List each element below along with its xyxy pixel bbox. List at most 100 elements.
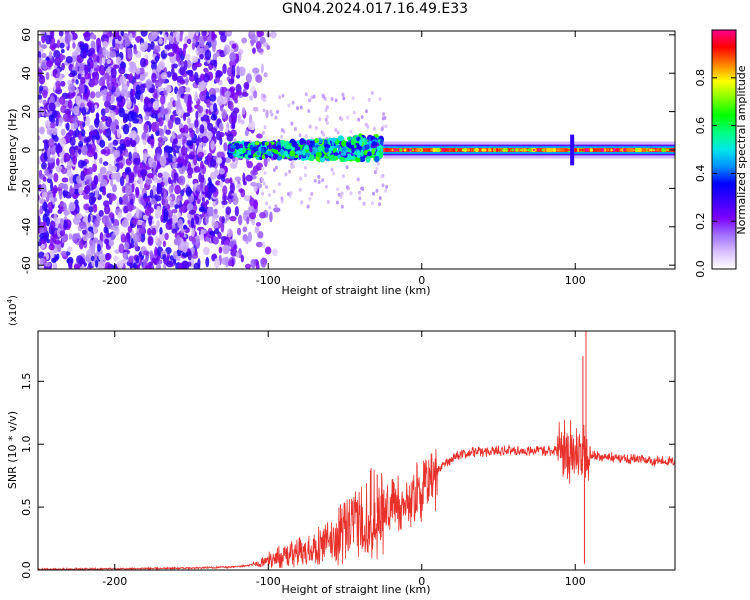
noise-blob	[252, 106, 259, 112]
noise-blob	[225, 31, 233, 35]
noise-blob	[244, 129, 249, 137]
noise-blob	[126, 98, 132, 109]
colorbar-ticks: 0.0 0.2 0.4 0.6 0.8	[694, 69, 736, 278]
noise-blob	[55, 80, 61, 91]
transition-blob	[272, 149, 279, 154]
noise-blob	[250, 181, 257, 187]
noise-blob	[48, 102, 56, 112]
noise-blob	[38, 178, 42, 185]
noise-blob	[160, 104, 165, 116]
noise-blob	[48, 138, 55, 148]
tone-speck	[408, 148, 412, 152]
noise-blob	[257, 31, 265, 37]
noise-blob	[156, 183, 163, 195]
noise-blob	[178, 86, 184, 95]
faint-blob	[310, 191, 314, 196]
noise-blob	[79, 221, 87, 230]
noise-blob	[149, 189, 154, 199]
noise-blob	[119, 143, 126, 151]
noise-blob	[153, 121, 160, 132]
noise-blob	[228, 78, 235, 85]
noise-blob	[118, 162, 124, 170]
noise-blob	[68, 129, 74, 136]
transition-blob	[235, 151, 240, 158]
faint-blob	[340, 117, 344, 122]
noise-blob	[224, 157, 231, 164]
noise-blob	[125, 139, 131, 147]
transition-blob	[374, 155, 380, 163]
noise-blob	[95, 112, 100, 120]
noise-blob	[160, 94, 166, 105]
noise-blob	[47, 173, 54, 180]
noise-blob	[187, 103, 192, 111]
noise-blob	[79, 84, 85, 94]
noise-blob	[250, 120, 256, 131]
noise-blob	[254, 226, 260, 234]
noise-blob	[74, 189, 80, 195]
noise-blob	[219, 104, 224, 112]
noise-blob	[220, 32, 227, 43]
transition-blob	[301, 153, 307, 159]
noise-blob	[55, 157, 60, 166]
noise-blob	[266, 44, 271, 50]
noise-blob	[64, 233, 68, 239]
noise-blob	[160, 214, 164, 223]
noise-blob	[210, 104, 214, 113]
noise-blob	[71, 51, 78, 57]
noise-blob	[211, 218, 215, 228]
faint-blob	[308, 98, 312, 103]
noise-blob	[200, 229, 207, 235]
noise-blob	[191, 42, 196, 51]
noise-blob	[93, 151, 98, 160]
noise-blob	[42, 232, 48, 242]
noise-blob	[182, 244, 188, 254]
noise-blob	[165, 221, 173, 231]
transition-blob	[354, 151, 358, 156]
faint-blob	[277, 182, 281, 187]
noise-blob	[252, 47, 256, 54]
noise-blob	[195, 138, 200, 147]
faint-blob	[263, 170, 267, 175]
faint-blob	[280, 134, 284, 139]
noise-blob	[260, 257, 267, 268]
noise-blob	[209, 158, 217, 168]
noise-blob	[54, 240, 61, 245]
tone-speck	[498, 148, 502, 152]
faint-blob	[260, 177, 264, 182]
faint-blob	[382, 112, 386, 117]
noise-blob	[243, 195, 251, 202]
noise-blob	[65, 56, 73, 64]
faint-blob	[274, 165, 278, 170]
snr-ytick-label: 0.5	[20, 498, 33, 515]
noise-blob	[66, 246, 73, 253]
noise-blob	[43, 226, 48, 232]
noise-blob	[183, 59, 188, 71]
transition-blob	[376, 145, 381, 152]
noise-blob	[187, 249, 192, 261]
noise-blob	[225, 206, 232, 215]
noise-blob	[164, 232, 169, 241]
tone-speck	[626, 148, 631, 152]
noise-blob	[153, 88, 158, 95]
noise-blob	[59, 95, 66, 105]
spectrogram-ytick-label: -20	[20, 179, 33, 197]
noise-blob	[261, 241, 266, 249]
noise-blob	[119, 176, 125, 187]
noise-blob	[41, 52, 47, 59]
faint-blob	[304, 173, 308, 178]
faint-blob	[272, 167, 276, 172]
noise-blob	[142, 214, 148, 221]
snr-ytick-label: 1.0	[20, 435, 33, 453]
noise-blob	[203, 35, 208, 42]
noise-blob	[151, 72, 157, 83]
colorbar-tick-label: 0.6	[694, 117, 707, 135]
noise-blob	[188, 195, 194, 204]
noise-blob	[113, 225, 120, 236]
tone-speck	[589, 148, 594, 152]
noise-blob	[118, 66, 126, 75]
noise-blob	[63, 210, 70, 216]
noise-blob	[105, 252, 112, 261]
noise-blob	[103, 226, 108, 234]
noise-blob	[227, 228, 233, 238]
